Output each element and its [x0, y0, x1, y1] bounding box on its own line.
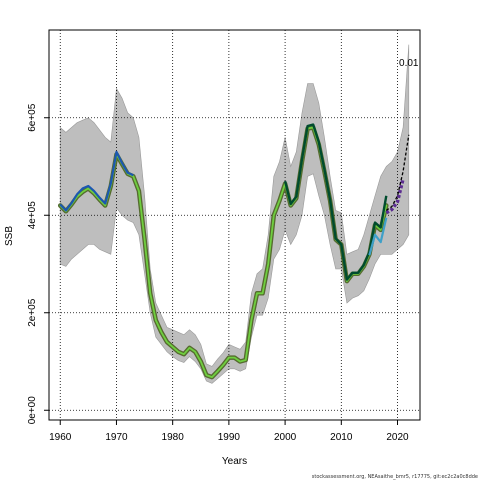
- x-tick-label: 1980: [162, 432, 185, 443]
- series-line-forecast_line: [385, 134, 410, 211]
- y-tick-label: 0e+00: [27, 396, 38, 425]
- y-tick-label: 6e+05: [27, 103, 38, 132]
- confidence-band: [59, 44, 410, 384]
- series-layer: [57, 123, 410, 380]
- y-tick-label: 2e+05: [27, 298, 38, 327]
- y-axis-title: SSB: [4, 226, 15, 246]
- x-axis-title: Years: [222, 456, 247, 467]
- series-line-forecast: [385, 178, 405, 215]
- x-tick-label: 2020: [386, 432, 409, 443]
- x-tick-label: 2000: [274, 432, 297, 443]
- x-tick-label: 1990: [218, 432, 241, 443]
- annotation-label: 0.01: [399, 58, 419, 69]
- plot-frame: [48, 29, 421, 421]
- x-tick-label: 1970: [105, 432, 128, 443]
- series-line-retro3: [368, 217, 388, 256]
- confidence-band-layer: [59, 44, 410, 384]
- grid-layer: [49, 30, 420, 420]
- axis-layer: 1960 1970 1980 1990 2000 2010 2020 0e+00 2e+05 4e…: [27, 103, 409, 443]
- source-footnote: stockassessment.org, NEAsaithe_bmr5, r17…: [312, 474, 478, 480]
- x-tick-label: 1960: [49, 432, 72, 443]
- y-tick-label: 4e+05: [27, 201, 38, 230]
- x-tick-label: 2010: [330, 432, 353, 443]
- series-line-retro4: [59, 150, 134, 212]
